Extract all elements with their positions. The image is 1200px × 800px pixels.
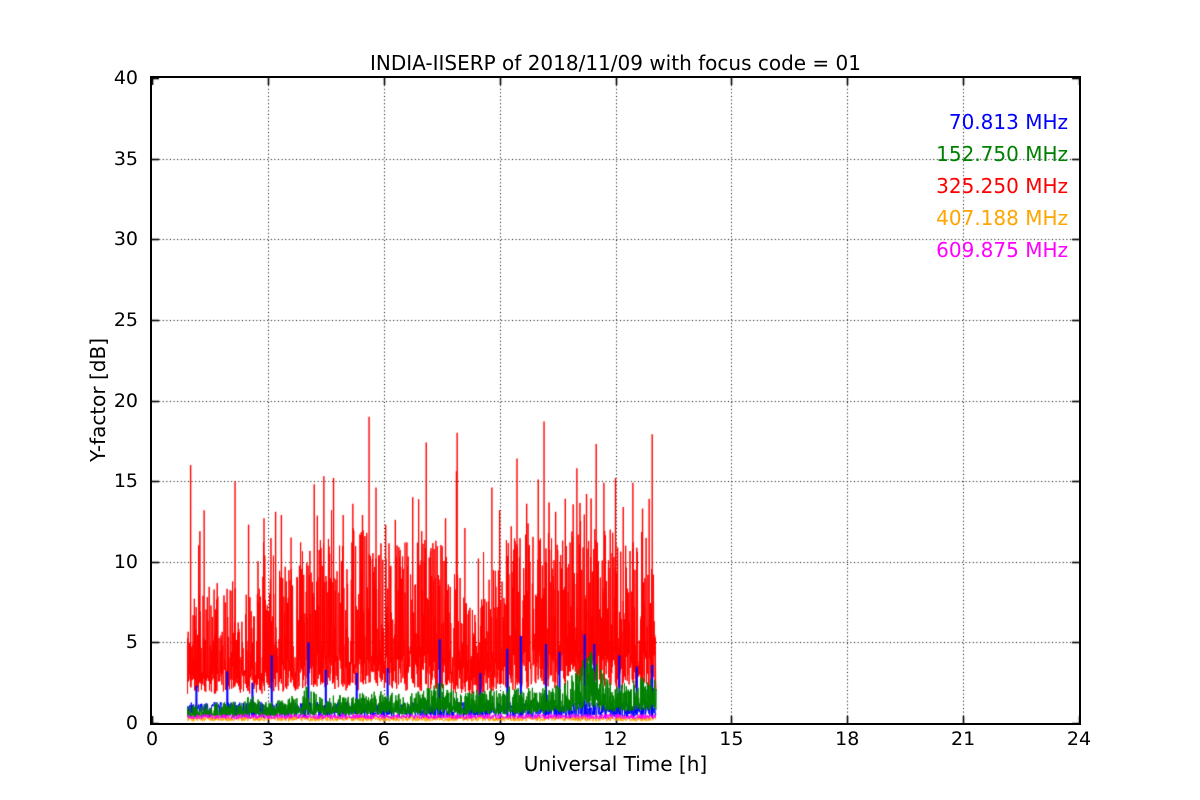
x-tick-label: 9 [493, 728, 506, 750]
y-tick-label: 35 [113, 147, 138, 170]
x-tick-label: 6 [377, 728, 390, 750]
x-tick-label: 15 [719, 728, 744, 750]
y-tick-label: 40 [113, 67, 138, 89]
y-tick-label: 25 [113, 308, 138, 331]
y-tick-label: 5 [125, 631, 138, 654]
x-tick-label: 3 [261, 728, 274, 750]
plot-area [150, 76, 1081, 725]
legend: 70.813 MHz 152.750 MHz 325.250 MHz 407.188 … [936, 106, 1068, 266]
y-tick-label: 0 [125, 712, 138, 734]
y-tick-label: 30 [113, 228, 138, 251]
x-tick-label: 18 [835, 728, 860, 750]
chart-title: INDIA-IISERP of 2018/11/09 with focus co… [370, 51, 861, 75]
legend-item: 70.813 MHz [948, 110, 1068, 134]
legend-item: 407.188 MHz [936, 206, 1068, 230]
x-tick-label: 21 [951, 728, 976, 750]
chart-canvas [152, 78, 1079, 723]
y-tick-label: 15 [113, 470, 138, 493]
legend-item: 325.250 MHz [936, 174, 1068, 198]
x-tick-label: 12 [603, 728, 628, 750]
x-tick-label: 0 [145, 728, 159, 750]
legend-item: 609.875 MHz [936, 238, 1068, 262]
y-axis-label: Y-factor [dB] [86, 337, 110, 463]
x-axis-label: Universal Time [h] [523, 752, 708, 776]
x-tick-label: 24 [1066, 728, 1092, 750]
y-tick-label: 10 [113, 550, 138, 573]
legend-item: 152.750 MHz [936, 142, 1068, 166]
